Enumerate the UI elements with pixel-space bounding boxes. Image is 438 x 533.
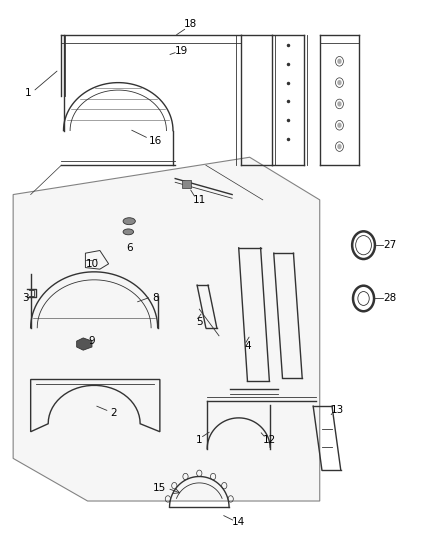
Text: 9: 9 [88, 336, 95, 346]
Circle shape [337, 144, 342, 149]
Text: 12: 12 [263, 435, 276, 445]
Text: 6: 6 [126, 243, 133, 253]
Text: 13: 13 [331, 406, 344, 415]
Text: 28: 28 [383, 294, 396, 303]
Text: 10: 10 [85, 259, 99, 269]
Text: 11: 11 [193, 195, 206, 205]
Circle shape [337, 59, 342, 64]
Text: 18: 18 [184, 19, 197, 29]
Text: 16: 16 [149, 136, 162, 146]
Text: 19: 19 [175, 46, 188, 55]
Text: 1: 1 [196, 435, 203, 445]
Polygon shape [77, 338, 92, 350]
Text: 4: 4 [244, 342, 251, 351]
Text: 2: 2 [110, 408, 117, 418]
Ellipse shape [123, 217, 135, 225]
Bar [182, 180, 191, 188]
Text: 15: 15 [153, 483, 166, 492]
Polygon shape [13, 157, 320, 501]
Text: 8: 8 [152, 294, 159, 303]
Text: 3: 3 [22, 294, 29, 303]
Text: 14: 14 [232, 518, 245, 527]
Text: 1: 1 [25, 88, 32, 98]
Text: 5: 5 [196, 318, 203, 327]
Ellipse shape [123, 229, 134, 235]
Circle shape [337, 80, 342, 85]
Circle shape [337, 101, 342, 107]
Text: 27: 27 [383, 240, 396, 250]
Circle shape [337, 123, 342, 128]
